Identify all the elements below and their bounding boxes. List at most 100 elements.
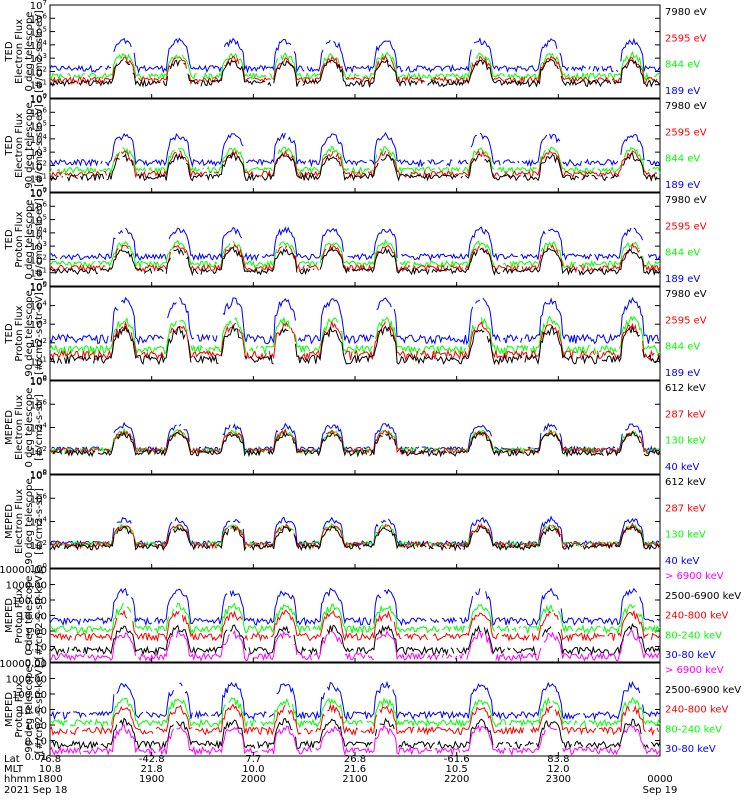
legend-entry: 612 keV [665,477,706,488]
legend-entry: 844 eV [665,342,700,353]
y-axis-label: [#/cm2-s-str-keV] [34,665,45,753]
series-trace [49,623,661,657]
y-axis-label: MEPED [4,598,15,633]
legend-entry: 287 keV [665,503,706,514]
legend-entry: 80-240 keV [665,630,722,641]
legend-entry: 30-80 keV [665,744,716,755]
series-trace [51,421,661,454]
y-axis-label: 90 deg telescope [24,666,35,752]
legend-entry: 287 keV [665,409,706,420]
y-axis-label: 0 deg telescope [24,12,35,92]
legend-entry: 130 keV [665,436,706,447]
x-tick-label: 10.0 [242,764,264,775]
series-trace [49,587,661,627]
y-tick-label: 0.01 [25,658,47,669]
y-axis-label: TED [4,229,15,250]
x-row-label: Lat [4,754,20,765]
y-axis-label: 90 deg telescope [24,290,35,376]
series-trace [49,680,661,721]
y-axis-label: 90 deg telescope [24,102,35,188]
y-axis-label: MEPED [4,692,15,727]
legend-entry: 7980 eV [665,101,707,112]
legend-entry: 2500-6900 keV [665,591,741,602]
y-tick-label: 1000.00 [6,581,47,592]
legend-entry: 40 keV [665,462,699,473]
series-trace [49,226,661,262]
x-tick-label: 2000 [241,774,266,785]
panel-frame [49,98,661,193]
x-tick-label: Sep 19 [643,785,678,796]
y-axis-label: [#/cm2-s-str-keV] [34,571,45,659]
series-trace [49,131,661,168]
legend-entry: 2595 eV [665,315,707,326]
y-tick-label: 10.00 [18,706,47,717]
y-axis-label: 0 deg telescope [24,200,35,280]
y-axis-label: [#/cm2-s-str-eV] [34,292,45,375]
x-tick-label: 76.8 [39,754,61,765]
legend-entry: 80-240 keV [665,724,722,735]
series-trace [49,145,661,176]
y-axis-label: [#/cm2-s-str-eV] [34,10,45,93]
y-axis-label: 0 deg telescope [24,576,35,656]
x-tick-label: 1900 [139,774,164,785]
x-row-label: hhmm [4,774,36,785]
series-trace [49,696,661,729]
legend-entry: 40 keV [665,556,699,567]
legend-entry: 844 eV [665,248,700,259]
y-axis-label: [#/cm2-s-str-eV] [34,104,45,187]
series-trace [49,525,661,552]
legend-entry: 189 eV [665,180,700,191]
legend-entry: 189 eV [665,86,700,97]
y-axis-label: [#/cm2-s-str] [34,394,45,461]
legend-entry: 189 eV [665,368,700,379]
panel-frame [49,474,661,569]
x-tick-label: Sep 18 [33,785,68,796]
y-tick-label: 1000.00 [6,675,47,686]
y-tick-label: 0.01 [25,752,47,763]
legend-entry: 844 eV [665,154,700,165]
legend-entry: 130 keV [665,530,706,541]
series-trace [49,703,659,737]
y-axis-label: MEPED [4,410,15,445]
legend-entry: 240-800 keV [665,611,729,622]
y-tick-label: 0.10 [25,643,47,654]
y-axis-label: Electron Flux [14,395,25,460]
y-axis-label: Electron Flux [14,489,25,554]
x-tick-label: 26.8 [344,754,366,765]
y-axis-label: [#/cm2-s-str-eV] [34,198,45,281]
panel-frame [49,380,661,475]
series-trace [52,431,661,458]
series-trace [49,37,661,74]
y-axis-label: Proton Flux [14,587,25,643]
legend-entry: 189 eV [665,274,700,285]
panel-8: 0.01 0.10 1.00 10.00 100.00 1000.00 10000.00 ME… [0,659,741,763]
legend-entry: 7980 eV [665,289,707,300]
series-trace [49,323,661,366]
series-trace [49,602,661,636]
legend-entry: > 6900 keV [665,571,724,582]
x-tick-label: 10.5 [446,764,468,775]
legend-entry: 2500-6900 keV [665,685,741,696]
x-tick-label: 83.8 [547,754,569,765]
x-row-label: MLT [4,764,24,775]
series-trace [50,153,660,180]
series-trace [49,724,661,757]
panel-frame [49,568,661,663]
x-tick-label: 21.8 [141,764,163,775]
legend-entry: 240-800 keV [665,705,729,716]
y-axis-label: Proton Flux [14,305,25,361]
y-axis-label: TED [4,323,15,344]
series-trace [49,242,661,274]
y-tick-label: 107 [30,187,47,200]
y-tick-label: 108 [30,375,47,388]
y-tick-label: 1.00 [25,627,47,638]
legend-entry: 844 eV [665,60,700,71]
series-trace [51,717,661,751]
x-tick-label: 2200 [444,774,469,785]
